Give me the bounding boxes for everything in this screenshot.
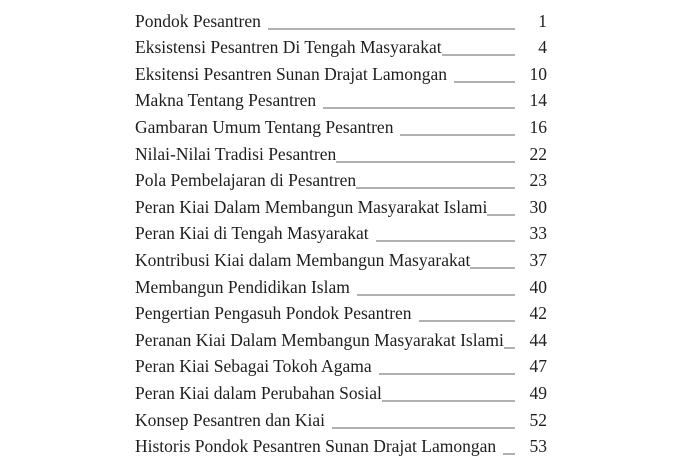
- toc-entry: Pondok Pesantren 1: [135, 8, 547, 35]
- toc-entry: Pola Pembelajaran di Pesantren 23: [135, 167, 547, 194]
- toc-page-number: 4: [538, 37, 547, 58]
- toc-leader-line: [356, 294, 515, 296]
- toc-page-number: 23: [529, 170, 548, 191]
- toc-leader-line: [418, 320, 515, 322]
- toc-entry: [135, 0, 547, 8]
- toc-leader-line: [454, 81, 515, 83]
- toc-entry: Peran Kiai dalam Perubahan Sosial 49: [135, 380, 547, 407]
- toc-entry-title: Eksistensi Pesantren Di Tengah Masyaraka…: [135, 37, 442, 58]
- toc-entry-title: Peran Kiai dalam Perubahan Sosial: [135, 382, 382, 403]
- toc-entry-title: Membangun Pendidikan Islam: [135, 276, 350, 297]
- toc-page-number: 44: [529, 329, 548, 350]
- toc-entry-title: Historis Pondok Pesantren Sunan Drajat L…: [135, 436, 497, 457]
- toc-leader-line: [487, 214, 515, 216]
- toc-entry: Eksistensi Pesantren Di Tengah Masyaraka…: [135, 34, 547, 61]
- toc-leader-line: [470, 267, 515, 269]
- toc-entry-title: Konsep Pesantren dan Kiai: [135, 409, 326, 430]
- toc-page-number: 10: [529, 63, 548, 84]
- toc-leader-line: [336, 161, 515, 163]
- toc-page-number: 14: [529, 90, 548, 111]
- toc-leader-line: [378, 373, 515, 375]
- toc-leader-line: [356, 187, 515, 189]
- toc-entry: Membangun Pendidikan Islam 40: [135, 274, 547, 301]
- toc-entry-title: Eksitensi Pesantren Sunan Drajat Lamonga…: [135, 63, 448, 84]
- toc-entry: Konsep Pesantren dan Kiai 52: [135, 407, 547, 434]
- toc-entry: Peranan Kiai Dalam Membangun Masyarakat …: [135, 327, 547, 354]
- toc-page-number: 52: [529, 409, 548, 430]
- toc-page-number: 30: [529, 196, 548, 217]
- toc-page-number: 16: [529, 116, 548, 137]
- toc-page-number: 42: [529, 303, 548, 324]
- toc-entry-title: Peran Kiai Sebagai Tokoh Agama: [135, 356, 372, 377]
- toc-entry-title: Pola Pembelajaran di Pesantren: [135, 170, 357, 191]
- toc-leader-line: [332, 427, 515, 428]
- toc-page-number: 40: [529, 276, 548, 297]
- toc-entry: Pengertian Pengasuh Pondok Pesantren 42: [135, 300, 547, 327]
- toc-entry: Nilai-Nilai Tradisi Pesantren 22: [135, 141, 547, 168]
- toc-entry-title: Peran Kiai Dalam Membangun Masyarakat Is…: [135, 196, 488, 217]
- toc-page-number: 33: [529, 223, 548, 244]
- toc-entry: Peran Kiai Sebagai Tokoh Agama 47: [135, 353, 547, 380]
- toc-page-number: 37: [529, 249, 548, 270]
- toc-entry-title: Pondok Pesantren: [135, 10, 261, 31]
- toc-leader-line: [381, 400, 515, 402]
- toc-leader-line: [375, 240, 515, 242]
- toc-page-number: 47: [529, 356, 548, 377]
- toc-leader-line: [400, 134, 515, 136]
- toc-entry-title: Kontribusi Kiai dalam Membangun Masyarak…: [135, 249, 471, 270]
- toc-entry: Peran Kiai di Tengah Masyarakat 33: [135, 220, 547, 247]
- toc-entry-title: Makna Tentang Pesantren: [135, 90, 317, 111]
- toc-entry: Historis Pondok Pesantren Sunan Drajat L…: [135, 433, 547, 460]
- toc-entry-title: Nilai-Nilai Tradisi Pesantren: [135, 143, 337, 164]
- toc-entry-title: Gambaran Umum Tentang Pesantren: [135, 116, 394, 137]
- toc-leader-line: [323, 107, 515, 109]
- document-page: { "page": { "background_color": "#ffffff…: [135, 10, 547, 457]
- toc-entry-title: Peranan Kiai Dalam Membangun Masyarakat …: [135, 329, 504, 350]
- toc-leader-line: [267, 28, 515, 30]
- toc-list: Pondok Pesantren 1 Eksistensi Pesantren …: [135, 0, 547, 460]
- toc-page-number: 1: [538, 10, 547, 31]
- toc-leader-line: [503, 347, 515, 349]
- toc-page-number: 53: [529, 436, 548, 457]
- toc-leader-line: [503, 453, 515, 455]
- toc-entry: Eksitensi Pesantren Sunan Drajat Lamonga…: [135, 61, 547, 88]
- toc-entry-title: Peran Kiai di Tengah Masyarakat: [135, 223, 369, 244]
- toc-entry-title: Pengertian Pengasuh Pondok Pesantren: [135, 303, 412, 324]
- toc-entry: Kontribusi Kiai dalam Membangun Masyarak…: [135, 247, 547, 274]
- toc-entry: Makna Tentang Pesantren 14: [135, 87, 547, 114]
- toc-page-number: 49: [529, 382, 548, 403]
- toc-entry: Peran Kiai Dalam Membangun Masyarakat Is…: [135, 194, 547, 221]
- toc-page-number: 22: [529, 143, 548, 164]
- toc-entry: Gambaran Umum Tentang Pesantren 16: [135, 114, 547, 141]
- toc-leader-line: [441, 54, 515, 56]
